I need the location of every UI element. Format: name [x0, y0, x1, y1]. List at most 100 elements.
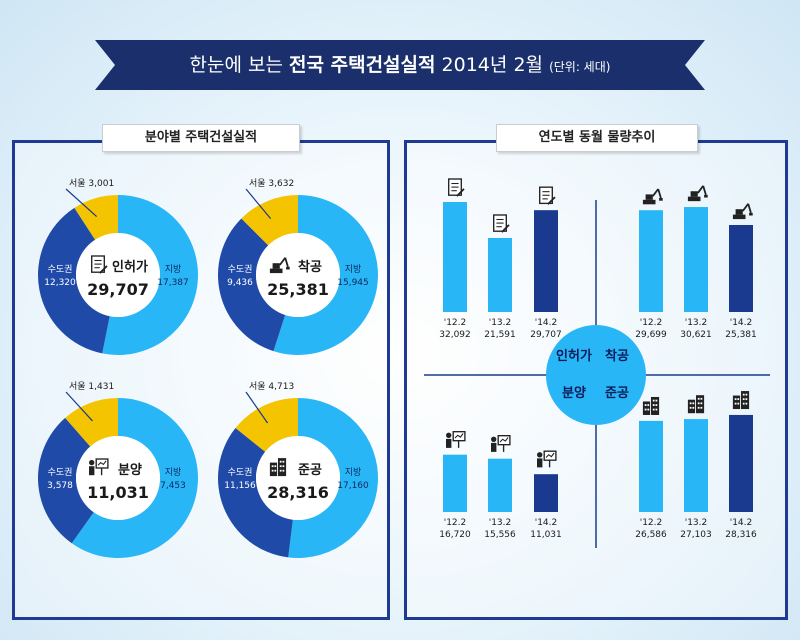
bar-category: '13.2 [489, 518, 512, 528]
callout-line [245, 391, 269, 424]
donut-hole [256, 436, 340, 520]
donut-slice [218, 428, 293, 558]
center-circle [546, 325, 646, 425]
slice-value: 7,453 [160, 481, 186, 491]
bar-category: '12.2 [444, 318, 467, 328]
slice-callout: 서울 3,001 [69, 178, 114, 189]
document-icon [538, 186, 556, 206]
bar-category: '14.2 [535, 518, 558, 528]
excavator-icon [687, 184, 709, 203]
donut-slice [65, 398, 118, 447]
donut-slice [235, 398, 298, 452]
bar [443, 454, 467, 512]
page-title: 한눈에 보는 전국 주택건설실적 2014년 2월 (단위: 세대) [95, 40, 705, 90]
title-banner: 한눈에 보는 전국 주택건설실적 2014년 2월 (단위: 세대) [95, 40, 705, 90]
bar-chart-2: '12.2 29,699 '13.2 30,621 '14.2 25,381 [635, 184, 757, 340]
donut-slice [37, 417, 94, 544]
donut-chart-4: 준공 28,316 지방 17,160 수도권 11,156 서울 4,713 [218, 381, 379, 558]
document-icon [90, 255, 108, 275]
bar-chart-1: '12.2 32,092 '13.2 21,591 '14.2 29,707 [439, 178, 562, 340]
bar-value: 32,092 [439, 330, 471, 340]
banner-ribbon [95, 40, 705, 90]
excavator-icon [732, 202, 754, 221]
donut-hole [76, 233, 160, 317]
donut-total: 28,316 [267, 483, 329, 502]
left-panel-title: 분야별 주택건설실적 [102, 124, 300, 152]
slice-name: 지방 [345, 264, 362, 275]
donut-hole [76, 436, 160, 520]
slice-value: 12,320 [44, 278, 76, 288]
title-month: 2월 [513, 54, 544, 76]
bar-category: '13.2 [685, 518, 708, 528]
title-year: 2014년 [441, 54, 508, 76]
title-unit: (단위: 세대) [549, 60, 611, 74]
donut-hole [256, 233, 340, 317]
building-icon [732, 391, 750, 410]
donut-slice [37, 207, 110, 354]
donut-title: 착공 [298, 259, 322, 275]
presenter-icon [445, 431, 466, 449]
donut-slice [241, 195, 298, 246]
building-icon [687, 395, 705, 414]
bar-value: 28,316 [725, 530, 757, 540]
presenter-icon [536, 450, 557, 469]
bar [534, 474, 558, 512]
slice-name: 지방 [165, 264, 182, 275]
donut-title: 준공 [298, 463, 322, 478]
donut-slice [288, 398, 379, 558]
bar-category: '13.2 [685, 318, 708, 328]
donut-slice [102, 195, 198, 355]
donut-title: 분양 [118, 463, 142, 478]
bar-value: 29,699 [635, 330, 667, 340]
bar-category: '14.2 [535, 318, 558, 328]
bar-value: 21,591 [484, 330, 516, 340]
bar-value: 29,707 [530, 330, 562, 340]
bar [729, 414, 753, 512]
slice-name: 지방 [165, 467, 182, 478]
bar-chart-3: '12.2 16,720 '13.2 15,556 '14.2 11,031 [439, 431, 562, 540]
slice-value: 11,156 [224, 481, 256, 491]
bar-value: 25,381 [725, 330, 757, 340]
bar-category: '12.2 [444, 518, 467, 528]
bar-value: 11,031 [530, 530, 562, 540]
excavator-icon [642, 188, 664, 206]
quadrant-label: 분양 [562, 386, 586, 401]
donut-total: 25,381 [267, 280, 329, 299]
callout-line [245, 188, 272, 220]
bar-value: 30,621 [680, 330, 712, 340]
bar-category: '14.2 [730, 518, 753, 528]
bar [488, 237, 512, 312]
donut-slice [71, 398, 198, 558]
slice-callout: 서울 4,713 [249, 381, 294, 392]
slice-value: 3,578 [47, 481, 73, 491]
bar [684, 419, 708, 512]
quadrant-label: 착공 [605, 348, 629, 364]
slice-name: 지방 [345, 467, 362, 478]
bar-category: '12.2 [640, 518, 663, 528]
right-panel-title: 연도별 동월 물량추이 [496, 124, 698, 152]
slice-value: 17,160 [337, 481, 369, 491]
document-icon [447, 178, 465, 198]
bar-value: 15,556 [484, 530, 516, 540]
bar [639, 210, 663, 312]
callout-line [65, 188, 98, 217]
bar [684, 207, 708, 312]
bar [729, 225, 753, 312]
title-main: 전국 주택건설실적 [289, 54, 436, 76]
donut-chart-1: 인허가 29,707 지방 17,387 수도권 12,320 서울 3,001 [37, 178, 198, 355]
building-icon [642, 396, 660, 415]
callout-line [65, 391, 93, 422]
slice-callout: 서울 3,632 [249, 178, 294, 189]
bar-category: '12.2 [640, 318, 663, 328]
bar-value: 27,103 [680, 530, 712, 540]
bar [639, 420, 663, 512]
donut-slice [273, 195, 379, 355]
bar-chart-4: '12.2 26,586 '13.2 27,103 '14.2 28,316 [635, 391, 757, 540]
bar-value: 16,720 [439, 530, 471, 540]
quadrant-label: 준공 [605, 386, 629, 401]
slice-name: 수도권 [48, 263, 73, 275]
bar [443, 202, 467, 312]
document-icon [492, 214, 510, 233]
slice-name: 수도권 [228, 263, 253, 275]
